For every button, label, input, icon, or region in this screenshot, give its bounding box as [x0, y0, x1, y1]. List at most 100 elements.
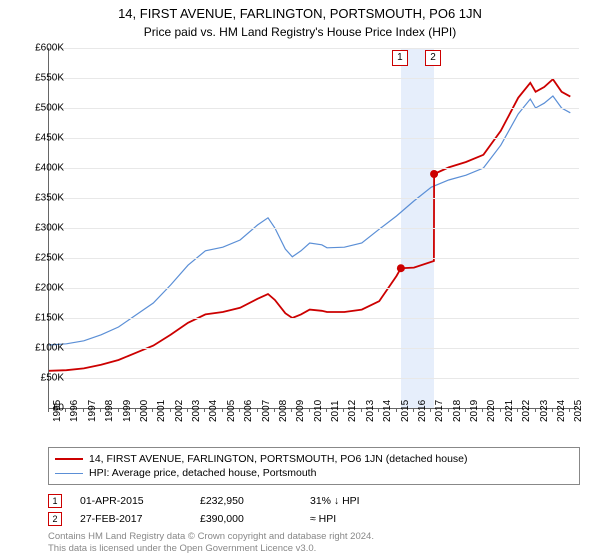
sale-row-2: 227-FEB-2017£390,000 ≈ HPI [48, 510, 380, 528]
ytick-label: £500K [35, 103, 64, 114]
xtick-label: 1998 [104, 400, 115, 422]
xtick-mark [65, 408, 66, 412]
price-chart [48, 48, 579, 409]
xtick-mark [239, 408, 240, 412]
xtick-label: 2008 [278, 400, 289, 422]
gridline-h [49, 378, 579, 379]
xtick-mark [135, 408, 136, 412]
gridline-h [49, 288, 579, 289]
xtick-mark [378, 408, 379, 412]
xtick-label: 2023 [539, 400, 550, 422]
xtick-mark [361, 408, 362, 412]
sale-marker-1: 1 [392, 50, 408, 66]
xtick-label: 2005 [226, 400, 237, 422]
xtick-mark [343, 408, 344, 412]
sale-price: £390,000 [200, 513, 310, 525]
sale-marker-inline: 2 [48, 512, 62, 526]
xtick-label: 2003 [191, 400, 202, 422]
ytick-label: £450K [35, 133, 64, 144]
xtick-mark [430, 408, 431, 412]
xtick-label: 2012 [347, 400, 358, 422]
xtick-mark [413, 408, 414, 412]
xtick-label: 2010 [313, 400, 324, 422]
sale-date: 01-APR-2015 [80, 495, 200, 507]
xtick-label: 2024 [556, 400, 567, 422]
gridline-h [49, 168, 579, 169]
xtick-label: 2007 [261, 400, 272, 422]
gridline-h [49, 48, 579, 49]
gridline-h [49, 108, 579, 109]
xtick-mark [274, 408, 275, 412]
ytick-label: £250K [35, 253, 64, 264]
gridline-h [49, 348, 579, 349]
page-subtitle: Price paid vs. HM Land Registry's House … [0, 21, 600, 39]
xtick-mark [569, 408, 570, 412]
xtick-label: 2019 [469, 400, 480, 422]
xtick-label: 2025 [573, 400, 584, 422]
xtick-mark [204, 408, 205, 412]
sale-point [430, 170, 438, 178]
ytick-label: £400K [35, 163, 64, 174]
xtick-mark [465, 408, 466, 412]
xtick-mark [517, 408, 518, 412]
xtick-mark [448, 408, 449, 412]
xtick-mark [170, 408, 171, 412]
gridline-h [49, 138, 579, 139]
ytick-label: £50K [41, 373, 64, 384]
xtick-label: 2004 [208, 400, 219, 422]
legend-label: HPI: Average price, detached house, Port… [89, 467, 316, 479]
xtick-label: 2015 [400, 400, 411, 422]
xtick-mark [187, 408, 188, 412]
gridline-h [49, 318, 579, 319]
legend: 14, FIRST AVENUE, FARLINGTON, PORTSMOUTH… [48, 447, 580, 485]
ytick-label: £300K [35, 223, 64, 234]
gridline-h [49, 258, 579, 259]
xtick-mark [500, 408, 501, 412]
xtick-label: 2013 [365, 400, 376, 422]
xtick-label: 2000 [139, 400, 150, 422]
series-hpi [49, 96, 570, 345]
sale-marker-inline: 1 [48, 494, 62, 508]
legend-row: 14, FIRST AVENUE, FARLINGTON, PORTSMOUTH… [55, 452, 573, 466]
sale-point [397, 264, 405, 272]
xtick-label: 1995 [52, 400, 63, 422]
sale-row-1: 101-APR-2015£232,95031% ↓ HPI [48, 492, 380, 510]
series-property [49, 79, 570, 371]
xtick-mark [257, 408, 258, 412]
gridline-h [49, 228, 579, 229]
xtick-mark [291, 408, 292, 412]
xtick-label: 2017 [434, 400, 445, 422]
xtick-label: 1996 [69, 400, 80, 422]
ytick-label: £200K [35, 283, 64, 294]
legend-swatch [55, 473, 83, 474]
xtick-label: 2020 [486, 400, 497, 422]
xtick-mark [482, 408, 483, 412]
sale-marker-2: 2 [425, 50, 441, 66]
sale-price: £232,950 [200, 495, 310, 507]
xtick-mark [152, 408, 153, 412]
xtick-label: 2006 [243, 400, 254, 422]
xtick-label: 2021 [504, 400, 515, 422]
xtick-mark [309, 408, 310, 412]
xtick-mark [118, 408, 119, 412]
legend-label: 14, FIRST AVENUE, FARLINGTON, PORTSMOUTH… [89, 453, 468, 465]
gridline-h [49, 198, 579, 199]
xtick-label: 2018 [452, 400, 463, 422]
xtick-label: 1997 [87, 400, 98, 422]
gridline-h [49, 78, 579, 79]
xtick-mark [552, 408, 553, 412]
xtick-label: 2014 [382, 400, 393, 422]
footer-line-2: This data is licensed under the Open Gov… [48, 543, 374, 555]
ytick-label: £100K [35, 343, 64, 354]
xtick-mark [222, 408, 223, 412]
xtick-label: 2009 [295, 400, 306, 422]
footer-attribution: Contains HM Land Registry data © Crown c… [48, 531, 374, 555]
xtick-mark [326, 408, 327, 412]
xtick-mark [83, 408, 84, 412]
xtick-mark [535, 408, 536, 412]
xtick-label: 2002 [174, 400, 185, 422]
legend-swatch [55, 458, 83, 460]
sale-pct: ≈ HPI [310, 513, 380, 525]
sales-table: 101-APR-2015£232,95031% ↓ HPI227-FEB-201… [48, 492, 380, 528]
xtick-label: 1999 [122, 400, 133, 422]
